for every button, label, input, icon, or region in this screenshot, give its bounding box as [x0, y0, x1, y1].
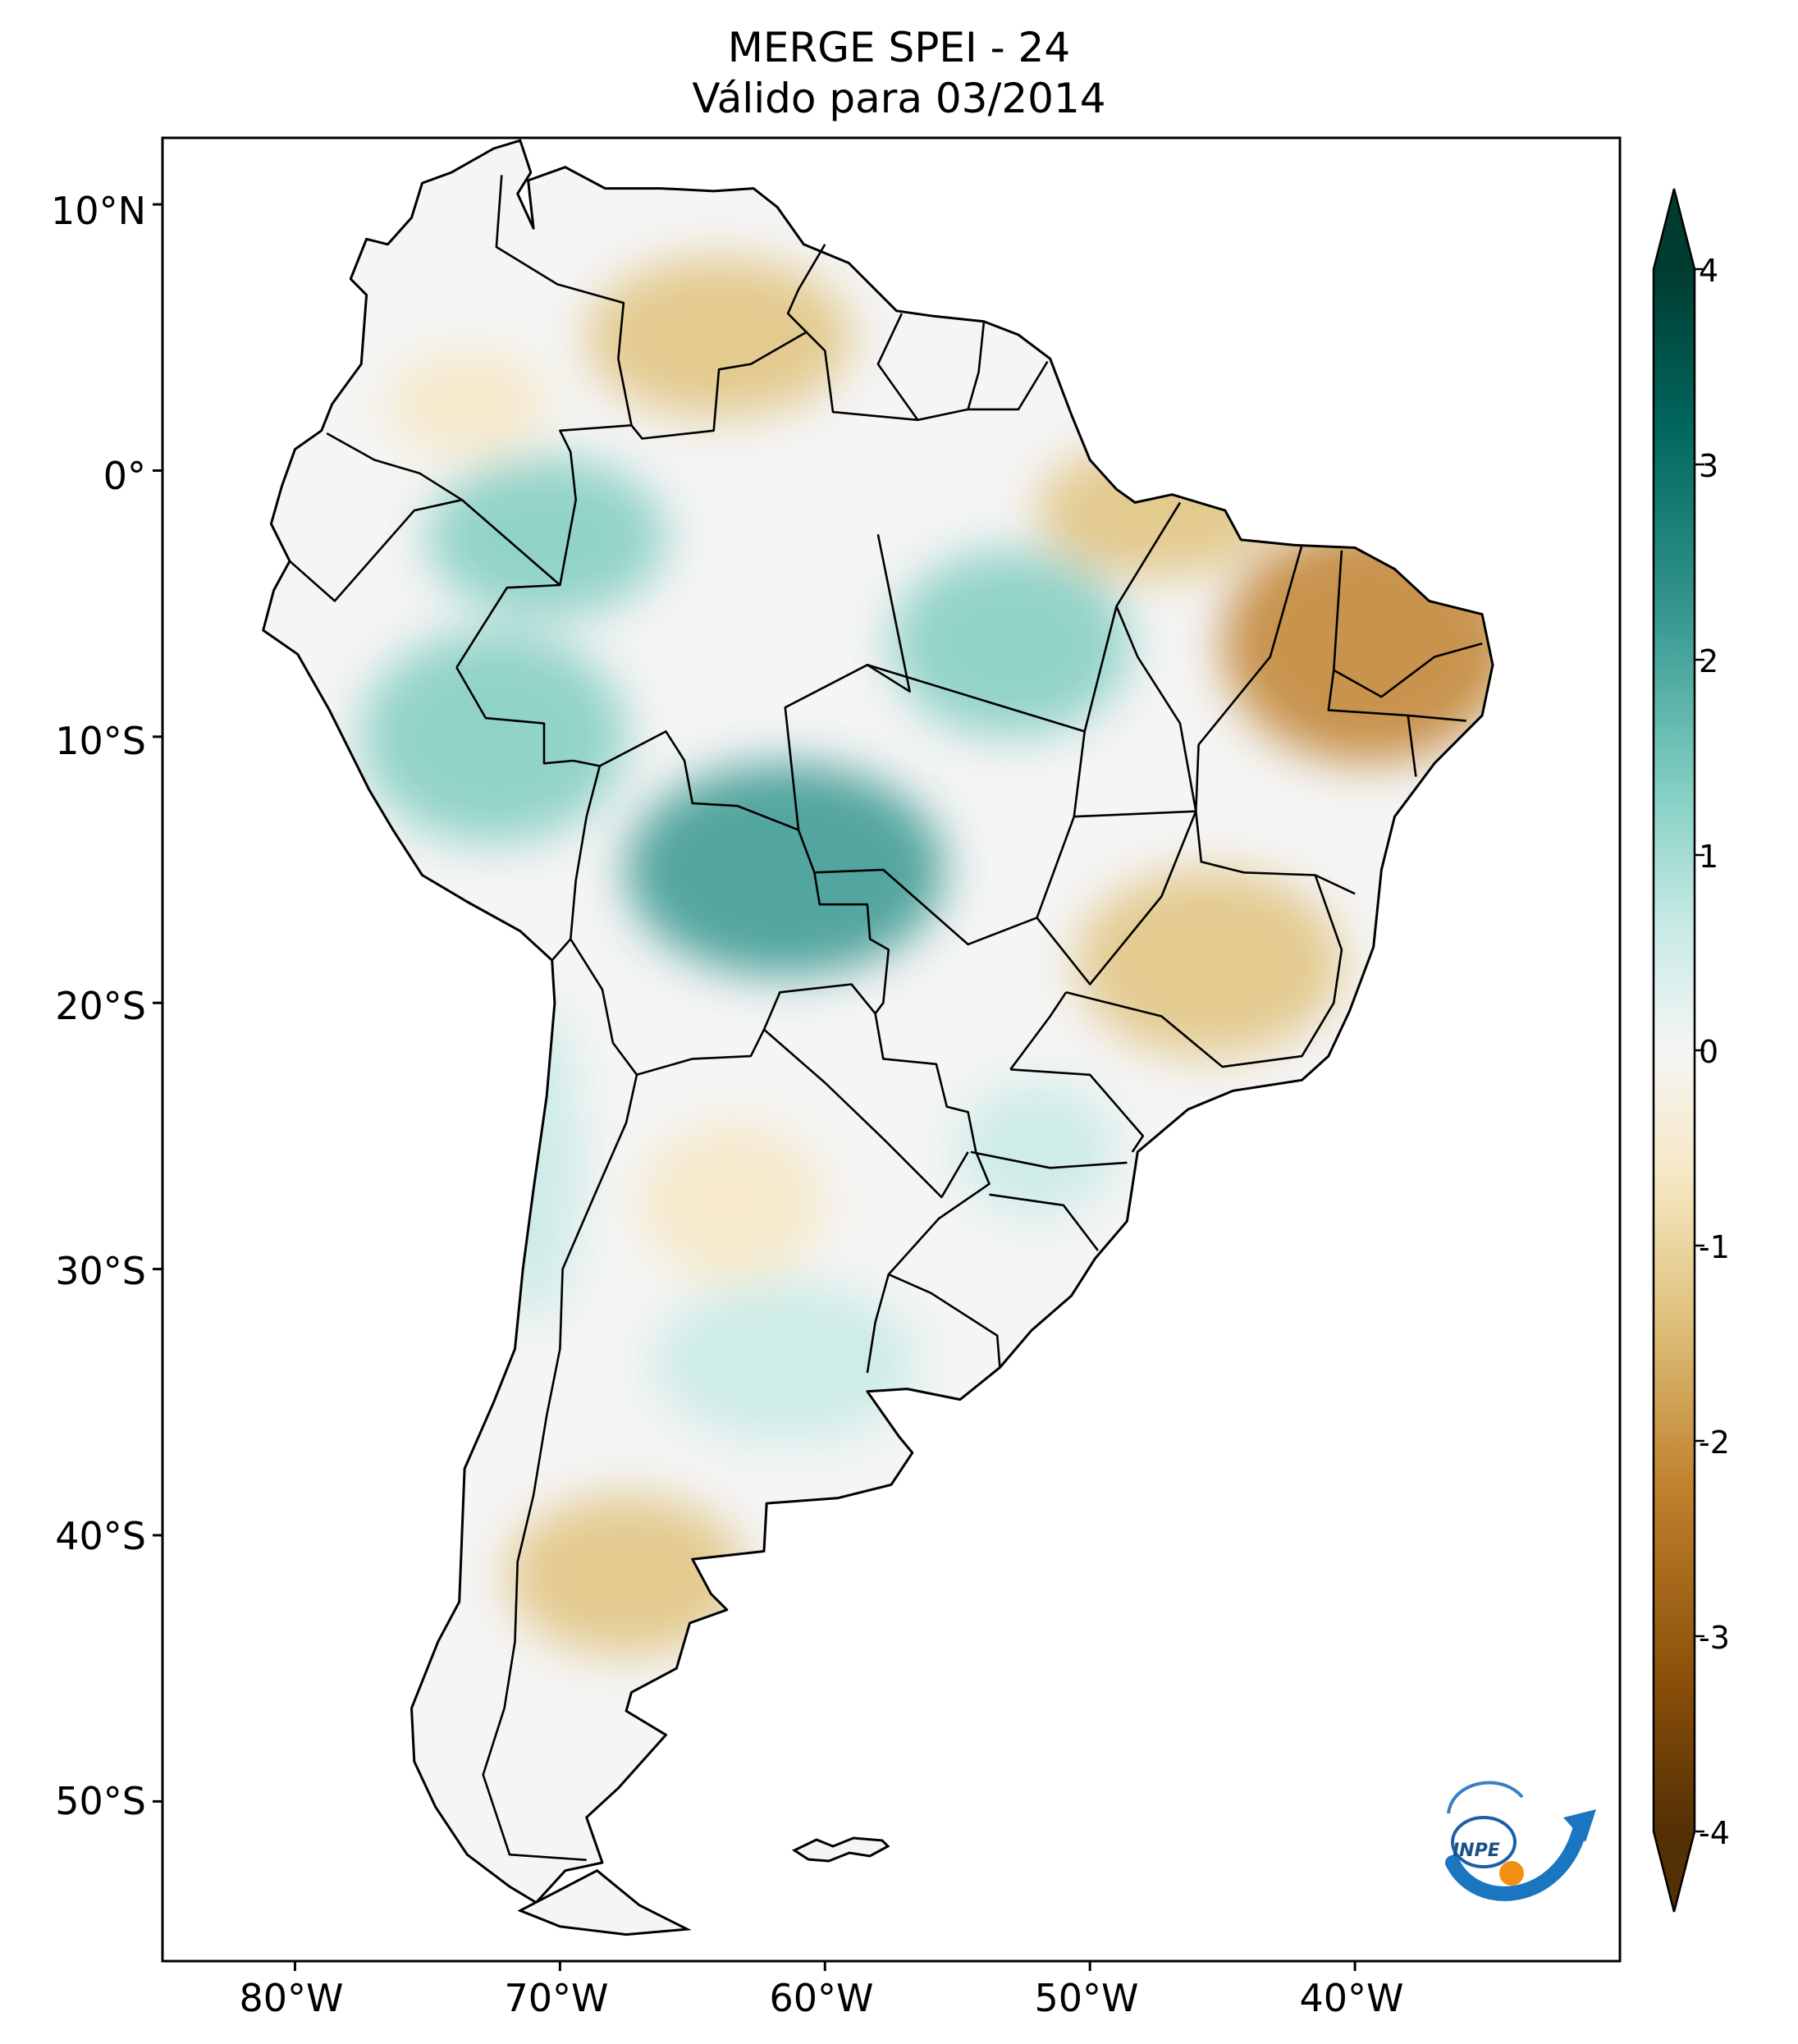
- anomaly-chaco-central: [639, 1123, 826, 1283]
- border-state-minas: [1065, 875, 1343, 1068]
- coastline: [262, 139, 1494, 1905]
- border-argentina-uruguay: [866, 1273, 890, 1374]
- falklands-outline: [791, 1836, 890, 1863]
- colorbar-tick-2: 2: [1699, 643, 1719, 679]
- border-brazil-north: [455, 331, 1049, 669]
- anomaly-patagonia-north: [506, 1495, 746, 1655]
- colorbar-tick-4: 4: [1699, 253, 1719, 289]
- anomaly-amazonas-north: [427, 457, 666, 617]
- map-title-line1: MERGE SPEI - 24: [727, 24, 1071, 71]
- lon-label-40w: 40°W: [1299, 1976, 1404, 2020]
- anomaly-minas-goias: [1077, 870, 1342, 1057]
- colorbar: [1652, 188, 1704, 1913]
- logo-orbit-ring: [1451, 1816, 1517, 1868]
- border-brazil-bolivia-peru: [455, 666, 890, 1014]
- lat-label-40s: 40°S: [55, 1514, 146, 1558]
- colorbar-tick-minus2: -2: [1699, 1424, 1730, 1461]
- border-state-ms-sp: [1009, 991, 1068, 1071]
- colorbar-tick-0: 0: [1699, 1034, 1719, 1070]
- border-state-sc-rs: [989, 1193, 1099, 1251]
- colorbar-tick-3: 3: [1699, 448, 1719, 484]
- anomaly-colombia-north: [387, 350, 547, 458]
- lat-label-30s: 30°S: [55, 1249, 146, 1293]
- colorbar-gradient: [1654, 269, 1695, 1831]
- lon-label-70w: 70°W: [504, 1976, 609, 2020]
- lon-label-80w: 80°W: [239, 1976, 344, 2020]
- lat-label-10n: 10°N: [51, 189, 146, 233]
- border-bolivia-chile-argentina: [570, 938, 876, 1077]
- border-state-ba-se: [1407, 715, 1417, 777]
- logo-orbit-arc: [1447, 1781, 1524, 1814]
- inpe-logo: INPE: [1445, 1781, 1596, 1901]
- colorbar-tick-minus4: -4: [1699, 1815, 1730, 1851]
- border-peru-bolivia-chile: [551, 766, 602, 962]
- border-state-tocantins: [1115, 606, 1197, 812]
- lat-label-20s: 20°S: [55, 984, 146, 1028]
- lon-label-60w: 60°W: [769, 1976, 874, 2020]
- border-state-amazonas-para: [867, 534, 911, 693]
- anomaly-pampas: [652, 1282, 918, 1443]
- anomaly-parana-sc: [957, 1082, 1117, 1216]
- lat-label-10s: 10°S: [55, 719, 146, 763]
- border-state-ce-rn-pb: [1333, 550, 1483, 698]
- anomaly-peru-amazon: [361, 630, 627, 844]
- anomaly-venezuela-guyana: [586, 257, 852, 418]
- lon-label-50w: 50°W: [1034, 1976, 1139, 2020]
- border-venezuela-guyana: [786, 244, 826, 333]
- border-state-goias: [1036, 810, 1197, 985]
- border-paraguay-argentina: [763, 1028, 969, 1199]
- border-state-bahia: [1195, 811, 1356, 895]
- colorbar-tick-minus1: -1: [1699, 1229, 1730, 1265]
- border-state-pr-sc: [970, 1150, 1128, 1169]
- lat-label-50s: 50°S: [55, 1779, 146, 1823]
- colorbar-extend-bottom: [1654, 1831, 1695, 1912]
- tierra-del-fuego-outline: [517, 1868, 692, 1937]
- logo-text: INPE: [1453, 1841, 1500, 1861]
- border-colombia-venezuela: [495, 175, 633, 426]
- map-title-line2: Válido para 03/2014: [692, 75, 1106, 122]
- border-state-sp-pr: [1010, 1068, 1145, 1153]
- border-brazil-paraguay: [874, 1013, 977, 1153]
- border-guyana-suriname: [876, 313, 919, 421]
- colorbar-extend-top: [1654, 189, 1695, 269]
- colorbar-tick-minus3: -3: [1699, 1620, 1730, 1656]
- border-chile-argentina: [482, 1074, 638, 1861]
- anomaly-bolivia-mato-grosso: [626, 763, 945, 976]
- logo-swoosh: [1445, 1822, 1587, 1901]
- border-colombia-ecuador: [326, 432, 463, 501]
- border-state-pe-al: [1327, 670, 1466, 722]
- border-peru-ecuador-colombia: [289, 498, 561, 602]
- border-state-piaui-maranhao: [1195, 544, 1303, 812]
- logo-sun-icon: [1499, 1861, 1524, 1886]
- logo-arrow-icon: [1563, 1809, 1596, 1842]
- lat-label-0: 0°: [103, 454, 146, 498]
- border-suriname-fguiana: [967, 321, 986, 410]
- colorbar-tick-1: 1: [1699, 839, 1719, 875]
